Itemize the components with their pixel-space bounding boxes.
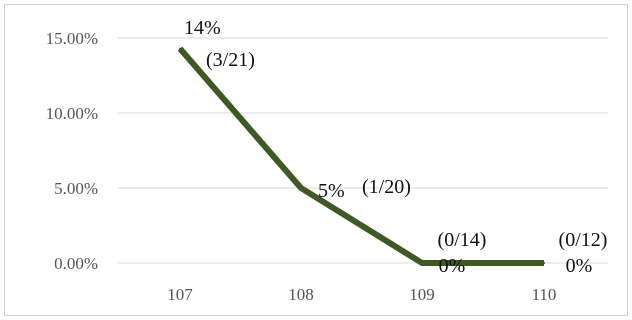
- x-axis-ticks: 107 108 109 110: [167, 285, 556, 304]
- data-label-fraction: (0/14): [438, 229, 487, 251]
- x-tick-label: 108: [288, 285, 314, 304]
- data-point: [300, 187, 302, 189]
- data-label-percent: 0%: [439, 255, 466, 277]
- data-label-percent: 0%: [566, 255, 593, 277]
- y-tick-label: 0.00%: [54, 254, 98, 273]
- data-label-fraction: (1/20): [362, 176, 411, 198]
- data-label-fraction: (0/12): [559, 229, 608, 251]
- series-line-path: [177, 46, 544, 266]
- x-tick-label: 109: [409, 285, 435, 304]
- y-tick-label: 10.00%: [46, 104, 98, 123]
- y-tick-label: 5.00%: [54, 179, 98, 198]
- x-tick-label: 110: [532, 285, 557, 304]
- y-axis-ticks: 0.00% 5.00% 10.00% 15.00%: [46, 29, 98, 273]
- y-tick-label: 15.00%: [46, 29, 98, 48]
- data-point: [421, 262, 423, 264]
- data-label-percent: 5%: [318, 180, 345, 202]
- x-tick-label: 107: [167, 285, 193, 304]
- data-point: [543, 262, 545, 264]
- data-labels: 14% (3/21) 5% (1/20) 0% (0/14) 0% (0/12): [184, 17, 607, 277]
- data-label-percent: 14%: [184, 17, 221, 39]
- data-label-fraction: (3/21): [206, 49, 255, 71]
- data-point: [179, 47, 181, 50]
- series-line: [177, 46, 545, 266]
